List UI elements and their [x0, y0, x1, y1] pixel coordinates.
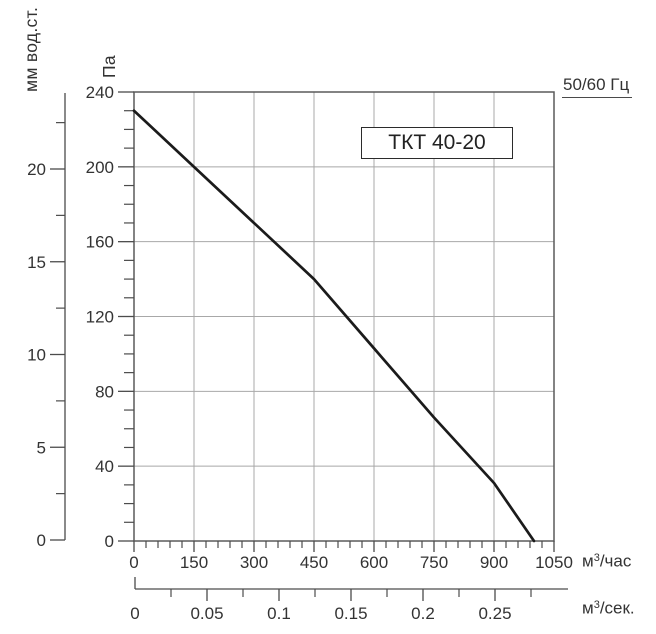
x-tick-label: 750: [420, 553, 448, 572]
x-axis-unit: м3/час: [582, 551, 631, 572]
x-tick-label: 600: [360, 553, 388, 572]
x2-tick-label: 0.1: [267, 604, 291, 623]
y2-tick-label: 20: [27, 160, 46, 179]
performance-curve: [132, 109, 536, 543]
x-unit-rest: /час: [599, 551, 632, 571]
x2-unit-rest: /сек.: [599, 598, 635, 618]
y-tick-label: 200: [86, 158, 114, 177]
x-tick-label: 450: [300, 553, 328, 572]
y-axis-title: Па: [99, 55, 119, 78]
y2-tick-label: 10: [27, 346, 46, 365]
x-unit-base: м: [582, 551, 594, 571]
y-tick-label: 160: [86, 233, 114, 252]
x2-tick-label: 0.25: [478, 604, 511, 623]
x2-unit-sup: 3: [593, 599, 600, 611]
model-label: ТКТ 40-20: [388, 131, 486, 154]
x2-tick-label: 0.05: [190, 604, 223, 623]
y-tick-label: 40: [95, 457, 114, 476]
x2-tick-label: 0.2: [411, 604, 435, 623]
frequency-annotation: 50/60 Гц: [562, 75, 633, 98]
x-tick-label: 0: [129, 553, 138, 572]
y2-axis-title: мм вод.ст.: [21, 6, 41, 92]
x2-axis-unit: м3/сек.: [582, 598, 635, 619]
y-tick-label: 240: [86, 83, 114, 102]
y2-tick-label: 0: [37, 531, 46, 550]
x2-tick-label: 0.15: [334, 604, 367, 623]
x-tick-label: 150: [180, 553, 208, 572]
y-tick-label: 80: [95, 382, 114, 401]
x-tick-label: 1050: [535, 553, 573, 572]
x2-tick-label: 0: [130, 604, 139, 623]
x-tick-label: 900: [480, 553, 508, 572]
y-tick-label: 120: [86, 308, 114, 327]
y2-tick-label: 5: [37, 438, 46, 457]
y-tick-label: 0: [105, 532, 114, 551]
x-unit-sup: 3: [593, 552, 600, 564]
x2-unit-base: м: [582, 598, 594, 618]
model-label-box: ТКТ 40-20: [361, 127, 513, 159]
y2-tick-label: 15: [27, 253, 46, 272]
x-tick-label: 300: [240, 553, 268, 572]
